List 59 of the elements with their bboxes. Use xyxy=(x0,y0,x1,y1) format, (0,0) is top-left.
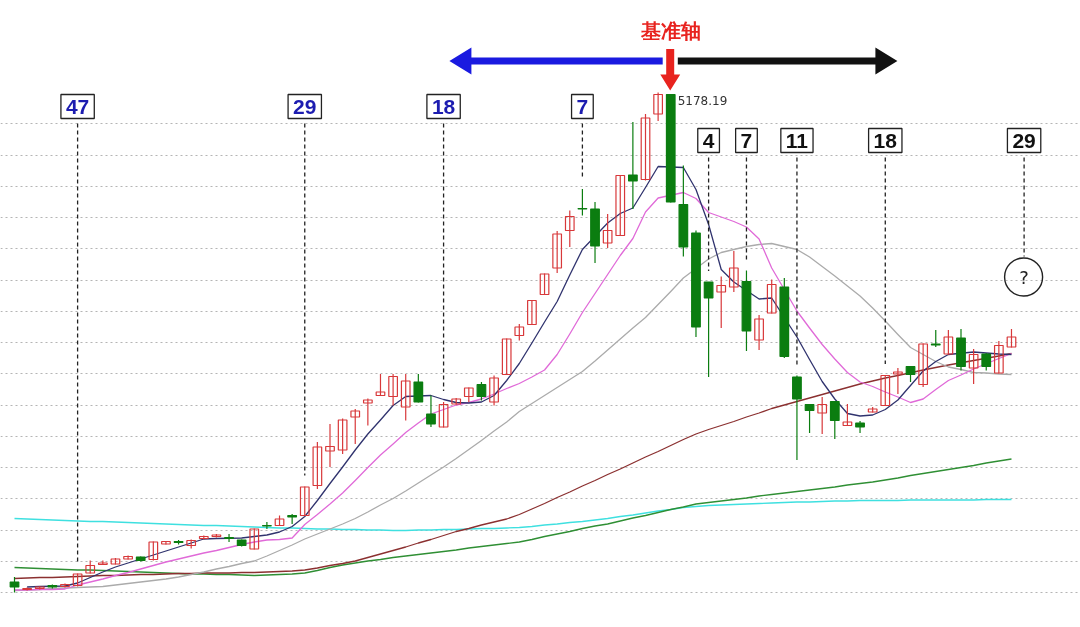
candlestick xyxy=(350,408,361,445)
annotation: 11 xyxy=(785,128,809,152)
annotation: 4 xyxy=(702,128,715,152)
candlestick xyxy=(1006,328,1017,349)
candlestick xyxy=(400,373,411,422)
candlestick xyxy=(968,348,979,385)
candlestick xyxy=(564,209,575,248)
candlestick xyxy=(299,485,310,517)
candlestick xyxy=(312,441,323,490)
candlestick xyxy=(362,397,373,427)
candlestick xyxy=(893,367,903,395)
annotation: 18 xyxy=(873,128,898,152)
candlestick xyxy=(804,403,815,434)
candlestick xyxy=(728,250,739,293)
candlestick xyxy=(993,340,1004,375)
text: 基准轴 xyxy=(639,18,701,43)
candlestick xyxy=(842,403,853,427)
annotation: 18 xyxy=(431,94,456,118)
candlestick xyxy=(602,213,613,249)
candlestick xyxy=(918,342,929,388)
candlestick xyxy=(539,272,550,296)
candlestick xyxy=(148,540,159,562)
candlestick xyxy=(501,337,512,376)
candlestick xyxy=(703,281,714,378)
candlestick xyxy=(792,374,802,461)
candlestick xyxy=(325,423,335,468)
candlestick xyxy=(552,230,563,274)
candlestick xyxy=(287,513,298,525)
annotation: 7 xyxy=(576,94,589,118)
candlestick xyxy=(817,396,828,435)
candlestick xyxy=(476,381,487,402)
annotation: ? xyxy=(1019,267,1029,288)
candlestick xyxy=(375,373,386,397)
candlestick xyxy=(249,527,260,551)
annotation: 5178.19 xyxy=(677,94,728,108)
candlestick xyxy=(880,374,891,407)
annotation: 7 xyxy=(740,128,753,152)
candlestick xyxy=(224,533,234,543)
candlestick xyxy=(754,314,764,351)
candlestick xyxy=(489,374,499,407)
candlestick xyxy=(615,174,626,237)
candlestick xyxy=(413,373,424,404)
candlestick xyxy=(262,521,272,530)
candlestick xyxy=(829,400,840,440)
candlestick xyxy=(640,113,651,182)
candlestick xyxy=(337,417,348,455)
candlestick xyxy=(627,121,638,210)
candlestick xyxy=(716,275,727,329)
annotation: 47 xyxy=(65,94,90,118)
candlestick xyxy=(426,394,436,428)
candlestick xyxy=(527,299,537,326)
candlestick xyxy=(653,91,664,122)
annotation: 29 xyxy=(293,94,317,118)
candlestick xyxy=(438,401,449,429)
annotation: 29 xyxy=(1012,128,1036,152)
candlestick xyxy=(388,373,398,407)
candlestick xyxy=(943,329,954,356)
candlestick xyxy=(766,278,777,315)
candlestick xyxy=(577,188,588,217)
